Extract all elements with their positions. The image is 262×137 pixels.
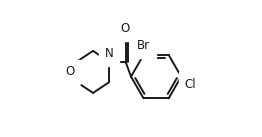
- Text: O: O: [66, 65, 75, 78]
- Text: O: O: [120, 22, 129, 35]
- Text: N: N: [105, 47, 114, 60]
- Text: Br: Br: [137, 39, 150, 52]
- Text: Cl: Cl: [184, 78, 196, 91]
